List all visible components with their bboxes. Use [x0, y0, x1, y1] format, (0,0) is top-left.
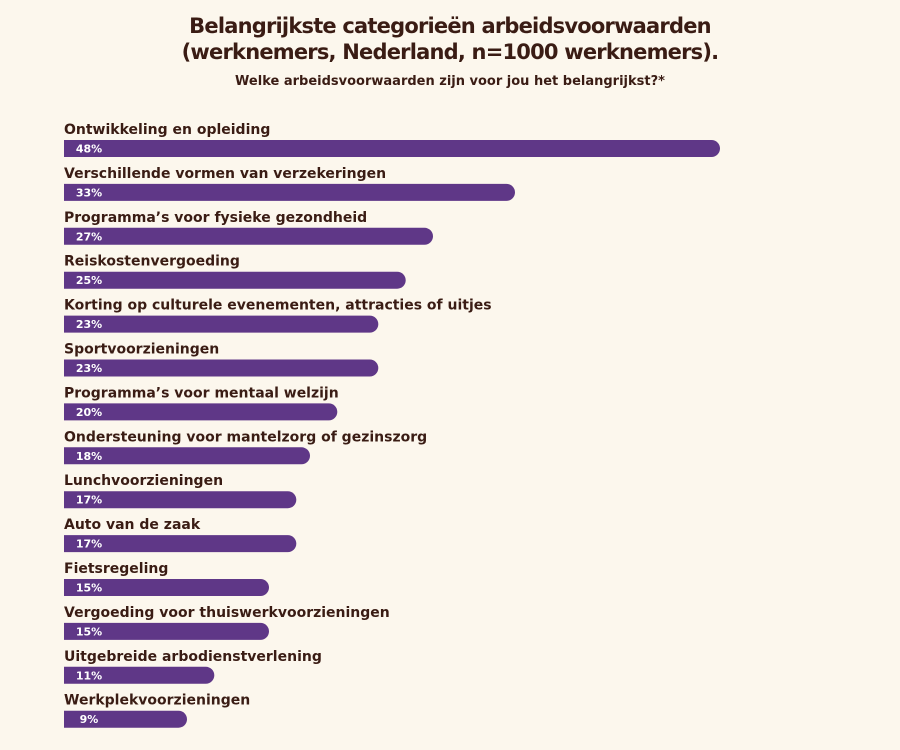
bar [54, 666, 215, 684]
category-label: Sportvoorzieningen [64, 342, 219, 358]
data-label: 15% [76, 625, 102, 638]
bar-edge-mask [52, 578, 64, 597]
category-label: Reiskostenvergoeding [64, 254, 240, 270]
category-label: Programma’s voor mentaal welzijn [64, 385, 339, 401]
bar [54, 359, 379, 377]
data-label: 23% [76, 362, 102, 375]
bar-edge-mask [52, 446, 64, 466]
category-label: Programma’s voor fysieke gezondheid [64, 210, 367, 226]
bar [54, 535, 297, 553]
bar [54, 140, 720, 157]
data-label: 11% [76, 669, 102, 682]
bar [54, 183, 515, 201]
bar [54, 315, 379, 333]
data-label: 48% [76, 143, 102, 156]
bar [54, 227, 433, 245]
category-label: Ontwikkeling en opleiding [64, 122, 270, 138]
data-label: 27% [76, 230, 102, 243]
category-label: Uitgebreide arbodienstverlening [64, 649, 322, 665]
data-label: 25% [76, 274, 102, 287]
bar-edge-mask [52, 226, 64, 246]
subtitle: Welke arbeidsvoorwaarden zijn voor jou h… [235, 74, 665, 89]
bar-edge-mask [52, 665, 64, 685]
data-label: 33% [76, 186, 102, 199]
bar [54, 491, 297, 509]
bar-edge-mask [52, 621, 64, 641]
bar-edge-mask [52, 139, 64, 158]
bar-edge-mask [52, 358, 64, 378]
bar-edge-mask [52, 182, 64, 202]
bar [54, 710, 187, 728]
bar-edge-mask [52, 534, 64, 554]
bar-edge-mask [52, 314, 64, 334]
category-label: Ondersteuning voor mantelzorg of gezinsz… [64, 429, 427, 445]
data-label: 23% [76, 318, 102, 331]
data-label: 18% [76, 450, 102, 463]
bar-edge-mask [52, 402, 64, 422]
bar [54, 403, 338, 421]
bar [54, 271, 406, 289]
bar-edge-mask [52, 709, 64, 729]
title-line-2: (werknemers, Nederland, n=1000 werknemer… [181, 40, 720, 64]
data-label: 9% [80, 713, 99, 726]
category-label: Korting op culturele evenementen, attrac… [64, 298, 492, 314]
data-label: 20% [76, 406, 102, 419]
bar-edge-mask [52, 270, 64, 290]
bar [54, 622, 269, 640]
category-label: Lunchvoorzieningen [64, 473, 223, 489]
title-line-1: Belangrijkste categorieën arbeidsvoorwaa… [189, 14, 711, 38]
category-label: Verschillende vormen van verzekeringen [64, 166, 386, 182]
bar [54, 447, 310, 465]
category-label: Werkplekvoorzieningen [64, 693, 250, 709]
category-label: Vergoeding voor thuiswerkvoorzieningen [64, 605, 390, 621]
data-label: 17% [76, 538, 102, 551]
bar [54, 579, 269, 596]
data-label: 17% [76, 494, 102, 507]
bar-edge-mask [52, 490, 64, 510]
data-label: 15% [76, 582, 102, 595]
category-label: Auto van de zaak [64, 517, 201, 533]
category-label: Fietsregeling [64, 561, 168, 577]
